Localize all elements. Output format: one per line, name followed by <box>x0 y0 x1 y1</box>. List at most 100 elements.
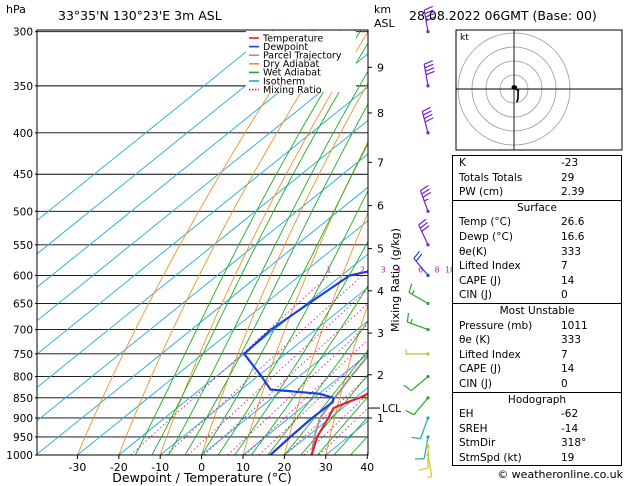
pressure-unit-label: hPa <box>6 3 26 16</box>
pressure-tick-label: 800 <box>13 372 33 384</box>
pressure-tick-label: 900 <box>13 413 33 425</box>
wind-barb <box>405 396 430 416</box>
legend-box <box>246 31 356 92</box>
index-value: 29 <box>561 171 575 184</box>
surface-value: 333 <box>561 245 582 258</box>
temp-tick-label: 30 <box>319 461 333 474</box>
legend-entry: Wet Adiabat <box>263 68 321 79</box>
hodograph-row: StmDir 318° <box>453 436 621 451</box>
isotherm-line <box>159 286 368 455</box>
lcl-label: LCL <box>382 403 401 415</box>
footer-credit: © weatheronline.co.uk <box>497 468 623 481</box>
mixing-ratio-axis-label: Mixing Ratio (g/kg) <box>389 228 402 332</box>
hodograph-unit-label: kt <box>460 33 469 43</box>
index-row: K -23 <box>453 156 621 171</box>
storm-motion-marker <box>511 85 516 90</box>
most-unstable-label: Lifted Index <box>459 348 521 361</box>
mixing-ratio-label: 2 <box>360 265 365 274</box>
mixing-ratio-line <box>165 275 363 455</box>
pressure-tick-label: 950 <box>13 432 33 444</box>
mixing-ratio-line <box>130 275 330 455</box>
temp-tick-label: 20 <box>277 461 291 474</box>
legend-entry: Mixing Ratio <box>263 85 322 96</box>
location-title: 33°35'N 130°23'E 3m ASL <box>58 8 222 23</box>
datetime-title: 28.08.2022 06GMT (Base: 00) <box>409 8 597 23</box>
dewpoint-line <box>243 270 368 455</box>
isotherm-line <box>37 153 368 422</box>
dry-adiabat-line <box>118 30 341 455</box>
wind-barb <box>414 435 430 460</box>
hodograph-value: 19 <box>561 451 575 464</box>
most-unstable-label: CIN (J) <box>459 377 492 390</box>
temp-tick-label: -30 <box>68 461 86 474</box>
most-unstable-label: Pressure (mb) <box>459 319 533 332</box>
wet-adiabat-line <box>250 284 368 455</box>
km-unit-label: km <box>374 3 391 16</box>
mixing-ratio-label: 3 <box>381 265 386 274</box>
hodograph-label: EH <box>459 408 474 421</box>
temp-tick-label: 10 <box>236 461 250 474</box>
hodograph-title: Hodograph <box>507 393 567 406</box>
wind-barb <box>405 349 430 356</box>
wet-adiabat-line <box>184 103 368 455</box>
wet-adiabat-line <box>217 189 368 455</box>
temp-tick-label: 0 <box>198 461 205 474</box>
pressure-tick-label: 700 <box>13 325 33 337</box>
index-row: PW (cm) 2.39 <box>453 185 621 200</box>
isotherm-line <box>242 353 368 455</box>
wind-barb <box>413 250 430 277</box>
dry-adiabat-line <box>76 30 311 455</box>
most-unstable-label: CAPE (J) <box>459 363 502 376</box>
surface-value: 26.6 <box>561 216 585 229</box>
x-axis-label: Dewpoint / Temperature (°C) <box>112 470 291 485</box>
surface-value: 16.6 <box>561 230 585 243</box>
surface-label: CAPE (J) <box>459 274 502 287</box>
surface-row: Temp (°C) 26.6 <box>453 215 621 230</box>
wet-adiabat-line <box>134 30 362 455</box>
dry-adiabat-line <box>201 81 368 455</box>
surface-title: Surface <box>516 201 557 214</box>
wind-barb <box>408 283 430 306</box>
mixing-ratio-label: 4 <box>396 265 401 274</box>
wet-adiabat-line <box>267 320 368 455</box>
wet-adiabat-line <box>317 395 368 455</box>
legend-entry: Dewpoint <box>263 42 308 53</box>
asl-unit-label: ASL <box>374 17 396 30</box>
temp-tick-label: -10 <box>151 461 169 474</box>
hodograph-label: SREH <box>459 422 488 435</box>
isotherm-line <box>76 220 368 455</box>
isotherm-line <box>37 53 368 322</box>
index-label: K <box>459 157 466 169</box>
index-row: Totals Totals 29 <box>453 171 621 186</box>
hodograph-value: -14 <box>561 422 579 435</box>
temp-tick-label: 40 <box>360 461 374 474</box>
surface-value: 14 <box>561 274 575 287</box>
hodograph-row: SREH -14 <box>453 422 621 437</box>
wind-barb <box>419 185 432 213</box>
surface-label: θe(K) <box>459 245 487 258</box>
wet-adiabat-line <box>300 373 368 455</box>
hodograph-label: StmSpd (kt) <box>459 451 522 464</box>
plot-frame <box>36 29 369 456</box>
pressure-tick-label: 450 <box>13 169 33 181</box>
surface-label: Lifted Index <box>459 260 521 273</box>
km-tick-label: 3 <box>377 327 384 340</box>
surface-row: CIN (J) 0 <box>453 288 621 303</box>
legend-entry: Temperature <box>262 33 323 44</box>
wind-barb <box>423 5 435 34</box>
pressure-tick-label: 850 <box>13 393 33 405</box>
surface-row: Lifted Index 7 <box>453 259 621 274</box>
most-unstable-row: CAPE (J) 14 <box>453 362 621 377</box>
most-unstable-value: 333 <box>561 334 582 347</box>
isotherm-line <box>37 86 368 355</box>
wind-barb <box>403 374 430 392</box>
most-unstable-value: 7 <box>561 348 568 361</box>
surface-label: Dewp (°C) <box>459 230 513 243</box>
most-unstable-value: 14 <box>561 363 575 376</box>
temperature-line <box>310 391 368 455</box>
km-tick-label: 6 <box>377 200 384 213</box>
km-tick-label: 4 <box>377 285 384 298</box>
hodograph-value: 318° <box>561 437 587 450</box>
most-unstable-title: Most Unstable <box>499 304 575 317</box>
